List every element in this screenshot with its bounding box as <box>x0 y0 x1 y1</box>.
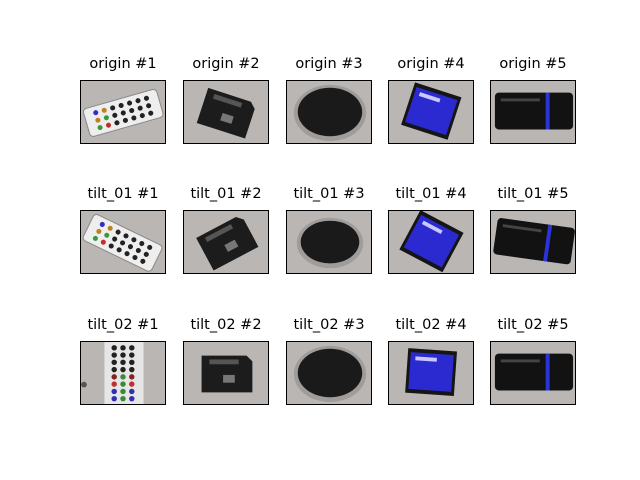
sample-image <box>490 341 576 405</box>
sample-image <box>80 341 166 405</box>
cell-title: tilt_01 #5 <box>497 186 569 202</box>
cell-title: tilt_02 #3 <box>293 317 365 333</box>
cell-title: tilt_01 #3 <box>293 186 365 202</box>
cell-title: origin #4 <box>397 56 465 72</box>
sample-image <box>388 80 474 144</box>
sample-image <box>183 341 269 405</box>
cell-title: origin #2 <box>192 56 260 72</box>
cell-title: origin #5 <box>499 56 567 72</box>
cell-title: tilt_02 #4 <box>395 317 467 333</box>
cell-title: origin #1 <box>89 56 157 72</box>
sample-image <box>490 210 576 274</box>
sample-image <box>286 210 372 274</box>
sample-image <box>286 341 372 405</box>
cell-title: tilt_02 #1 <box>87 317 159 333</box>
sample-image <box>80 80 166 144</box>
sample-image <box>286 80 372 144</box>
sample-image <box>183 80 269 144</box>
cell-title: tilt_01 #2 <box>190 186 262 202</box>
sample-image <box>388 210 474 274</box>
cell-title: tilt_02 #5 <box>497 317 569 333</box>
sample-image <box>80 210 166 274</box>
cell-title: tilt_02 #2 <box>190 317 262 333</box>
cell-title: tilt_01 #4 <box>395 186 467 202</box>
sample-image <box>490 80 576 144</box>
sample-image <box>183 210 269 274</box>
cell-title: origin #3 <box>295 56 363 72</box>
cell-title: tilt_01 #1 <box>87 186 159 202</box>
sample-image <box>388 341 474 405</box>
